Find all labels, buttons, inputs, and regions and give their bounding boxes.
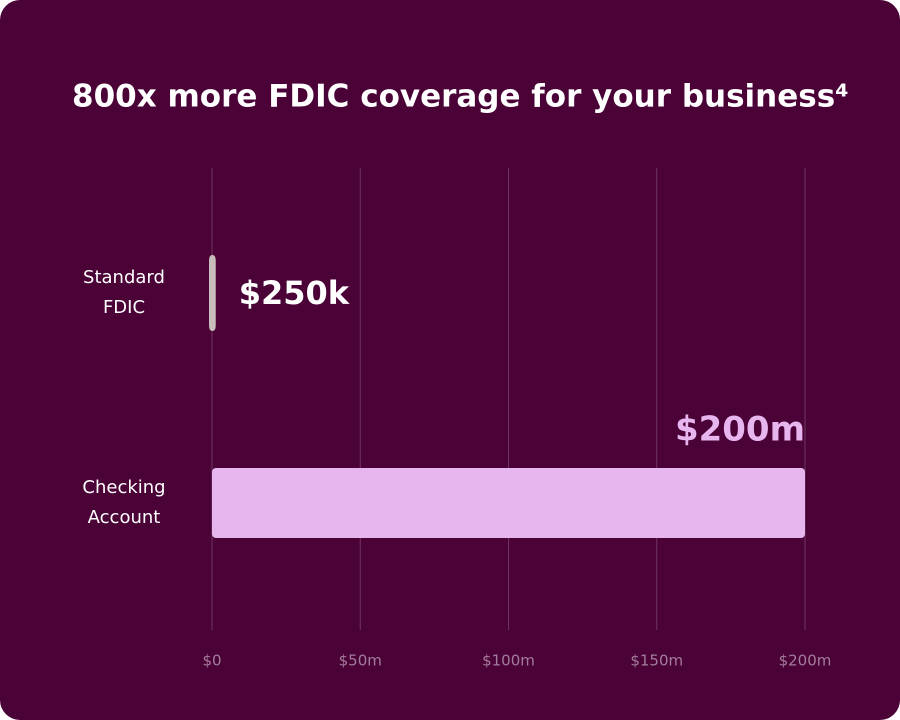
- y-tick-label: Checking Account: [82, 477, 166, 528]
- x-tick-label: $50m: [339, 652, 382, 670]
- x-tick-label: $0: [202, 652, 221, 670]
- chart-title: 800x more FDIC coverage for your busines…: [72, 79, 849, 115]
- x-tick-label: $200m: [779, 652, 832, 670]
- x-tick-label: $100m: [482, 652, 535, 670]
- y-tick-label: Standard FDIC: [83, 267, 165, 318]
- value-label: $200m: [675, 410, 805, 450]
- value-label: $250k: [239, 274, 350, 312]
- bar: [209, 255, 216, 331]
- bar: [212, 468, 805, 538]
- x-tick-label: $150m: [630, 652, 683, 670]
